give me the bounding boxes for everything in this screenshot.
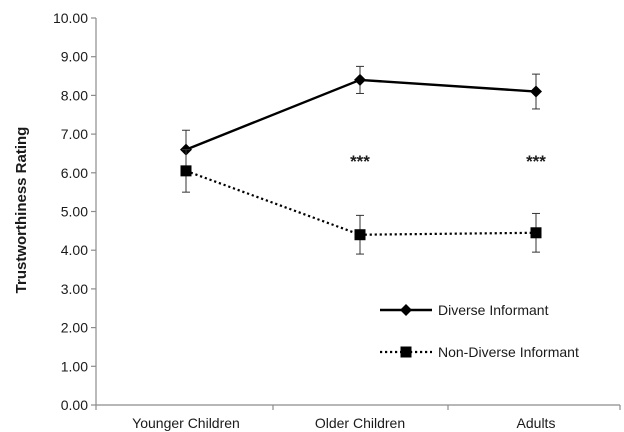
data-point <box>354 73 366 86</box>
legend-item: Non-Diverse Informant <box>380 344 579 360</box>
series-line <box>185 78 537 151</box>
legend-marker <box>400 346 412 358</box>
y-tick-label: 1.00 <box>61 358 88 374</box>
series-line <box>185 169 537 236</box>
x-tick-label: Adults <box>517 415 556 431</box>
x-tick-labels: Younger Children Older Children Adults <box>132 415 555 431</box>
data-point <box>180 165 192 177</box>
legend-marker <box>400 304 412 316</box>
y-tick-label: 2.00 <box>61 320 88 336</box>
y-axis-title: Trustworthiness Rating <box>13 127 30 294</box>
legend-item: Diverse Informant <box>380 302 549 318</box>
y-tick-label: 7.00 <box>61 126 88 142</box>
significance-label: *** <box>526 152 546 171</box>
y-tick-label: 6.00 <box>61 165 88 181</box>
y-tick-label: 10.00 <box>53 10 88 26</box>
y-tick-label: 9.00 <box>61 49 88 65</box>
series-0 <box>180 65 542 170</box>
axes <box>91 17 621 410</box>
x-tick-label: Older Children <box>315 415 405 431</box>
x-tick-label: Younger Children <box>132 415 240 431</box>
data-point <box>530 85 542 98</box>
legend-label: Diverse Informant <box>438 302 549 318</box>
significance-label: *** <box>350 152 370 171</box>
y-tick-label: 0.00 <box>61 397 88 413</box>
annotation-layer: *** *** <box>350 152 546 171</box>
legend: Diverse Informant Non-Diverse Informant <box>380 302 579 360</box>
data-point <box>354 229 366 241</box>
legend-label: Non-Diverse Informant <box>438 344 579 360</box>
y-tick-label: 5.00 <box>61 204 88 220</box>
series-1 <box>180 149 542 255</box>
y-tick-label: 4.00 <box>61 242 88 258</box>
series-layer <box>180 65 542 255</box>
y-tick-label: 8.00 <box>61 87 88 103</box>
data-point <box>530 227 542 239</box>
y-tick-label: 3.00 <box>61 281 88 297</box>
y-tick-labels: 0.00 1.00 2.00 3.00 4.00 5.00 6.00 7.00 8.00 9.00… <box>53 10 88 413</box>
